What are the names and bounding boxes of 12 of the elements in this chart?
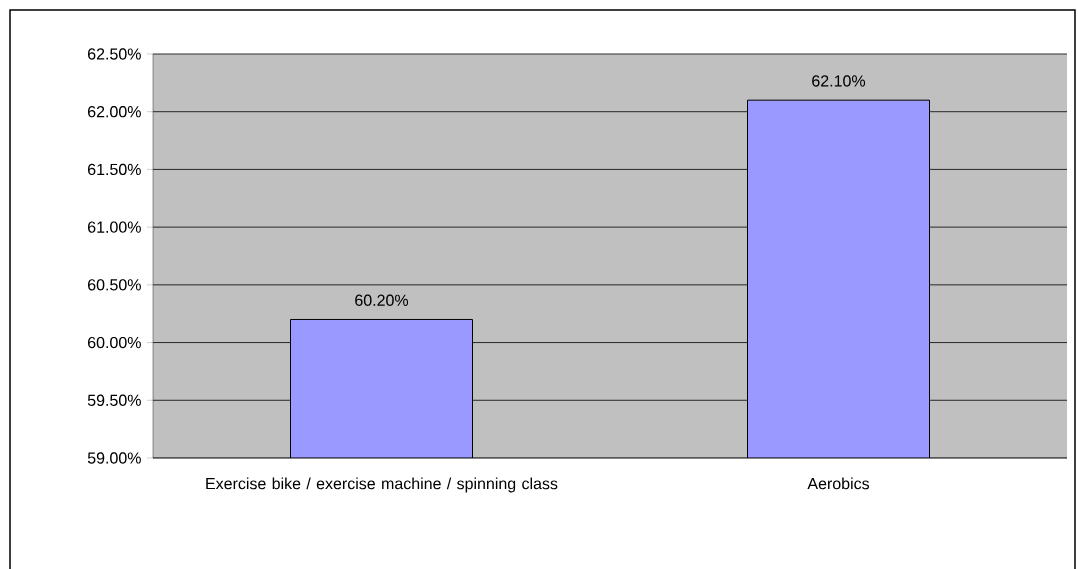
- y-tick-label: 62.00%: [88, 106, 141, 118]
- x-tick-label: Exercise bike / exercise machine / spinning class: [206, 477, 558, 493]
- data-label: 60.20%: [355, 294, 409, 306]
- y-tick-label: 61.50%: [88, 163, 141, 176]
- y-tick-label: 60.00%: [88, 336, 141, 349]
- y-tick-label: 62.50%: [88, 48, 141, 60]
- y-tick-label: 59.50%: [87, 394, 141, 406]
- y-tick-label: 61.00%: [88, 221, 141, 233]
- data-label: 62.10%: [812, 75, 866, 87]
- y-tick-label: 59.00%: [87, 452, 141, 464]
- y-tick-label: 60.50%: [88, 279, 141, 291]
- x-tick-label: Aerobics: [807, 477, 870, 490]
